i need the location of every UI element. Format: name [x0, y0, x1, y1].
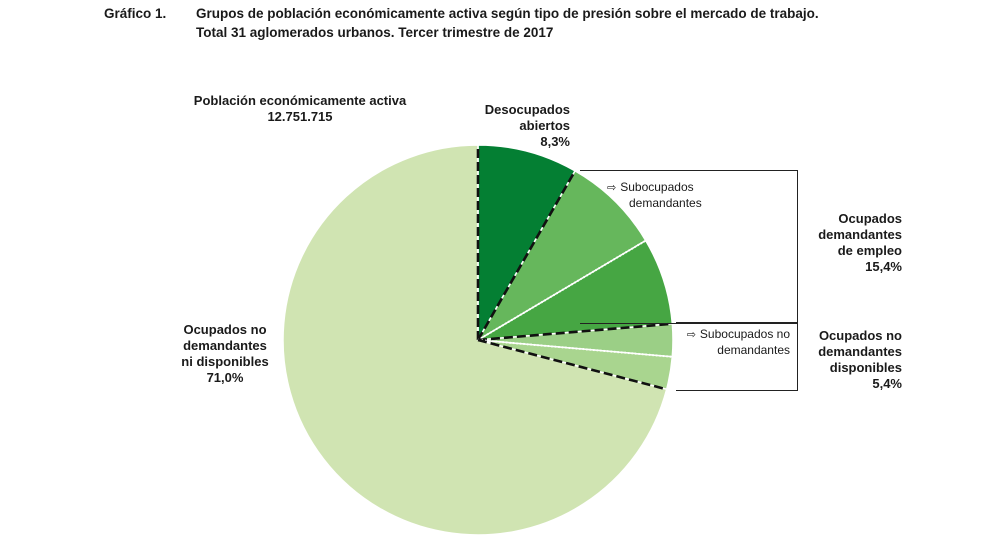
slice-subocupados-demandantes: [475, 169, 647, 343]
label-demandantes: Ocupados demandantes de empleo 15,4%: [780, 211, 902, 275]
label-desocupados: Desocupados abiertos 8,3%: [460, 102, 570, 150]
chart-title-line1: Grupos de población económicamente activ…: [196, 6, 819, 21]
pie-dividers: [476, 145, 673, 391]
label-no-dem-disp-pct: 5,4%: [872, 376, 902, 391]
slice-divider-line: [476, 170, 577, 341]
arrow-icon: ⇨: [607, 182, 617, 194]
slice-desocupados: [477, 144, 577, 343]
label-no-dem-no-disp-line3: ni disponibles: [181, 354, 269, 369]
chart-title-label: Gráfico 1.: [104, 6, 167, 21]
label-desocupados-line2: abiertos: [519, 118, 570, 133]
bracket-demandantes: [580, 170, 798, 324]
chart-title: Gráfico 1. Grupos de población económicam…: [104, 4, 819, 42]
callout-sub-dem-line1: Subocupados: [620, 180, 694, 194]
callout-sub-no-dem-line1: Subocupados no: [699, 327, 790, 341]
pie-slices: [282, 144, 674, 536]
arrow-icon: ⇨: [686, 329, 696, 341]
label-no-dem-disp-line3: disponibles: [829, 360, 902, 375]
slice-divider-line: [477, 322, 673, 342]
chart-title-line2: Total 31 aglomerados urbanos. Tercer tri…: [196, 25, 554, 40]
label-demandantes-line2: demandantes: [818, 227, 902, 242]
label-demandantes-line3: de empleo: [837, 243, 902, 258]
label-demandantes-line1: Ocupados: [838, 211, 902, 226]
label-desocupados-pct: 8,3%: [540, 134, 570, 149]
total-label-text: Población económicamente activa: [193, 93, 407, 108]
label-desocupados-line1: Desocupados: [484, 102, 570, 117]
total-label: Población económicamente activa 12.751.7…: [170, 93, 430, 125]
slice-divider-line: [477, 239, 647, 341]
slice-divider-line: [477, 339, 673, 358]
slice-divider-line: [477, 338, 667, 391]
callout-sub-dem-line2: demandantes: [629, 196, 702, 210]
callout-sub-no-dem: ⇨ Subocupados no demandantes: [676, 327, 790, 358]
label-no-dem-disp-line1: Ocupados no: [818, 328, 902, 343]
label-no-dem-no-disp-line1: Ocupados no: [183, 322, 267, 337]
label-no-dem-disp-line2: demandantes: [818, 344, 902, 359]
callout-sub-dem: ⇨ Subocupados demandantes: [607, 180, 702, 211]
label-no-dem-no-disp-pct: 71,0%: [206, 370, 244, 385]
callout-sub-no-dem-line2: demandantes: [717, 343, 790, 357]
label-no-dem-no-disp-line2: demandantes: [183, 338, 267, 353]
bracket-no-demandantes: [676, 322, 798, 391]
label-no-dem-no-disp: Ocupados no demandantes ni disponibles 7…: [160, 322, 290, 386]
label-demandantes-pct: 15,4%: [865, 259, 902, 274]
label-no-dem-disp: Ocupados no demandantes disponibles 5,4%: [790, 328, 902, 392]
total-value: 12.751.715: [267, 109, 333, 124]
slice-no-demandantes-no-disponibles: [282, 144, 668, 536]
